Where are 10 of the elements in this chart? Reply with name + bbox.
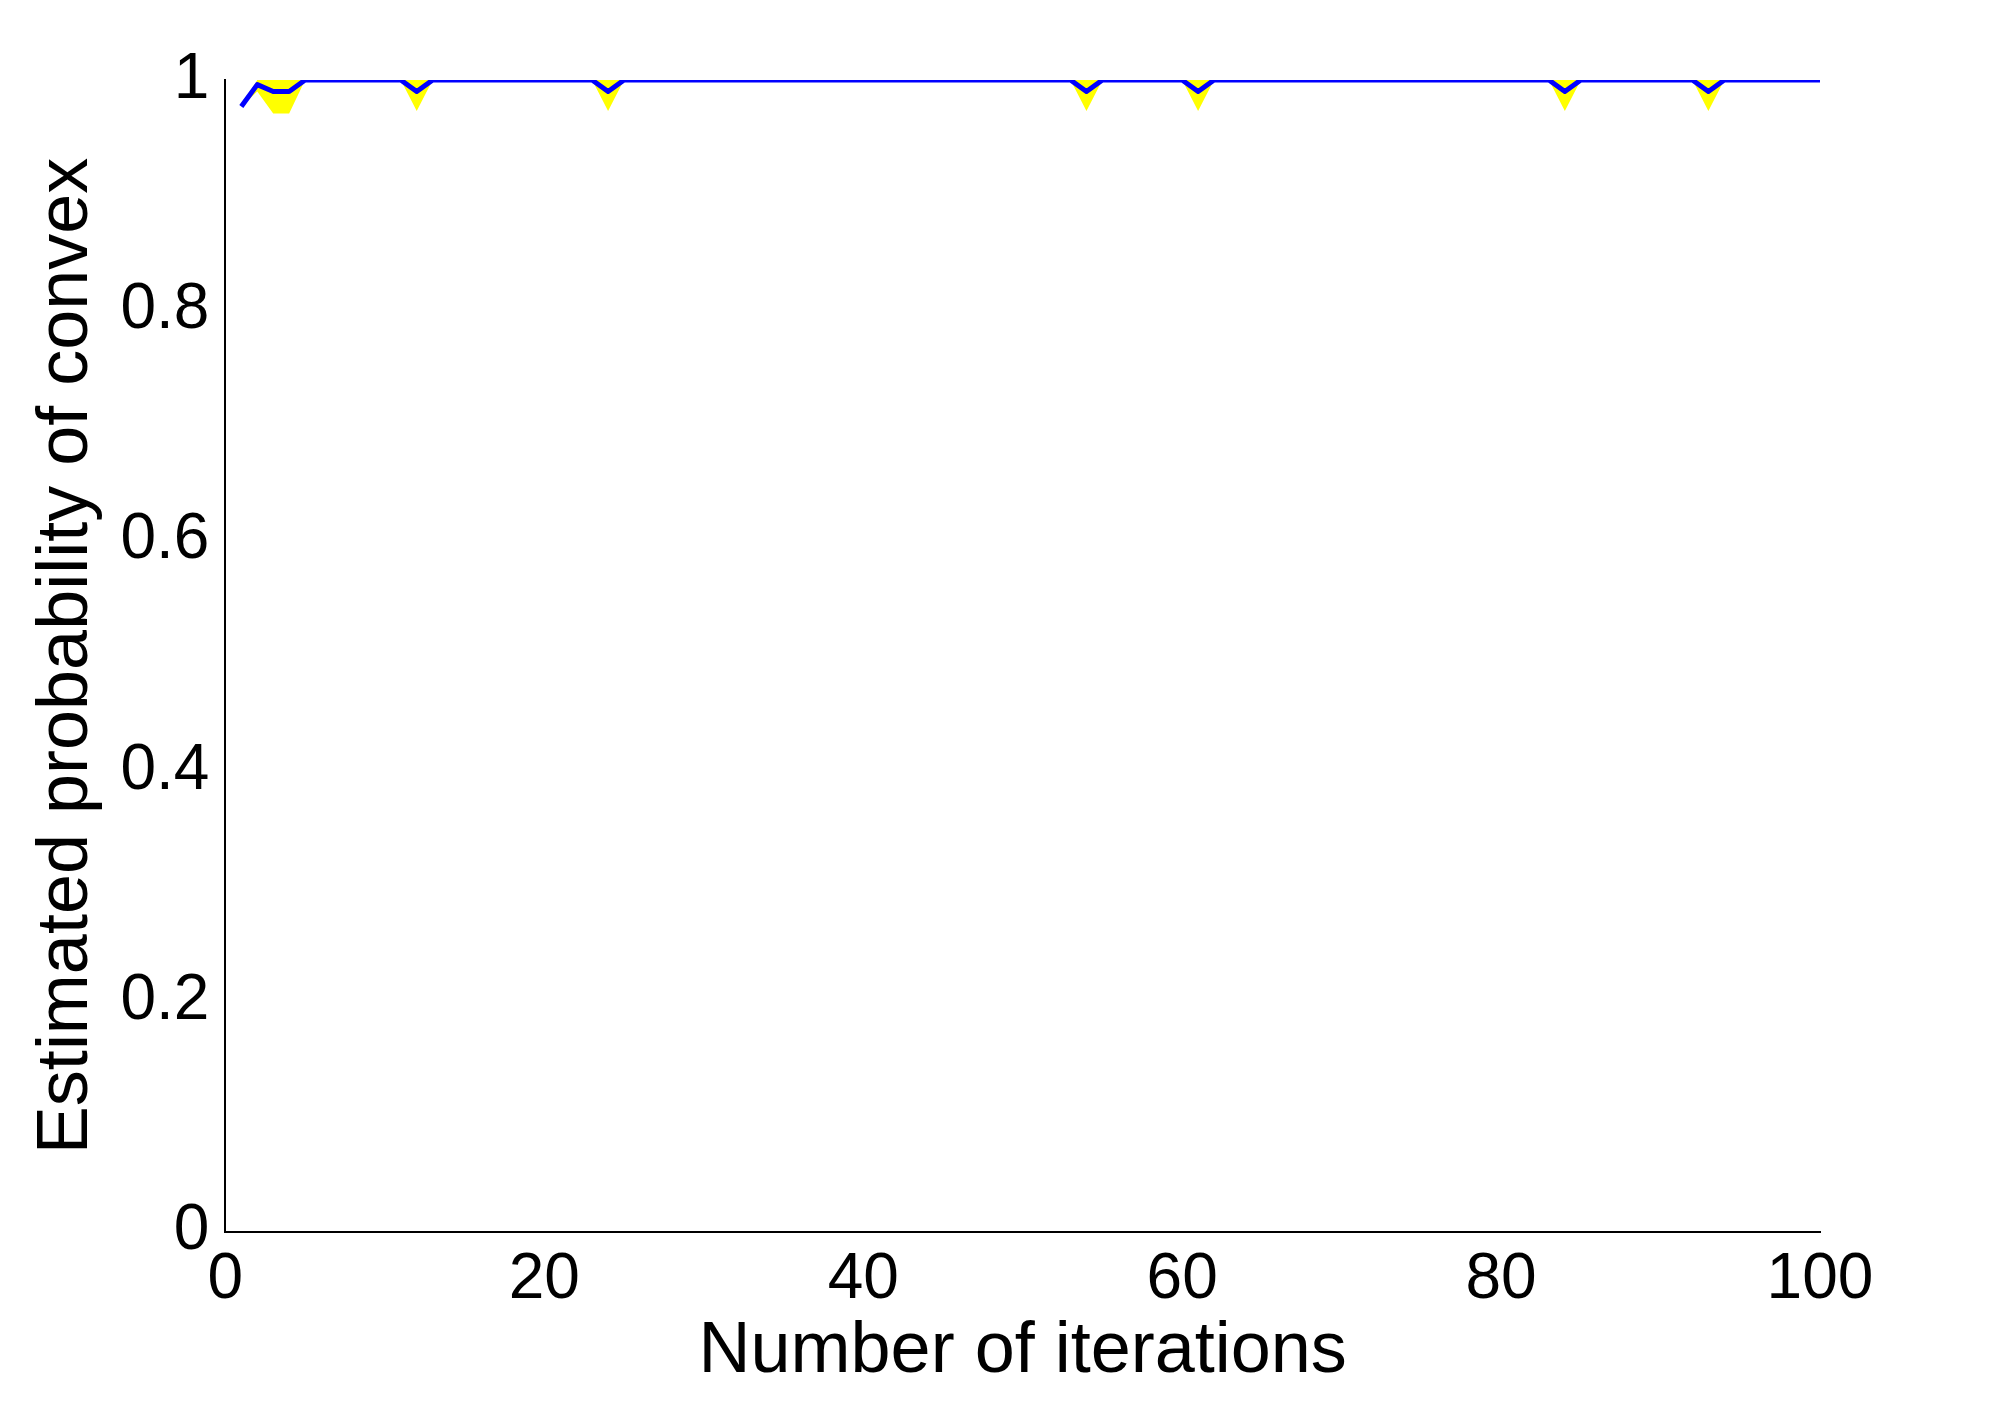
- x-tick-label: 80: [1465, 1239, 1537, 1312]
- y-tick-label: 0: [173, 1191, 210, 1264]
- y-tick-label: 1: [173, 39, 210, 112]
- x-tick-label: 100: [1766, 1239, 1874, 1312]
- y-tick-label: 0.6: [120, 500, 210, 573]
- x-tick-label: 20: [508, 1239, 580, 1312]
- y-tick-label: 0.8: [120, 270, 210, 342]
- y-axis-title: Estimated probability of convex: [22, 157, 103, 1155]
- y-tick-label: 0.4: [120, 730, 210, 803]
- y-tick-label: 0.2: [120, 961, 210, 1034]
